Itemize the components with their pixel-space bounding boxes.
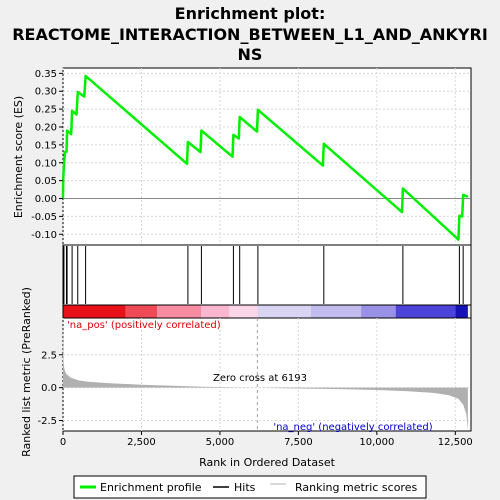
x-tick-label: 2,500 <box>127 437 156 448</box>
heatmap-band <box>63 305 126 318</box>
hits-panel <box>62 244 472 306</box>
es-tick-label: 0.15 <box>35 140 57 151</box>
es-tick-label: 0.10 <box>35 158 57 169</box>
chart-title-line1: Enrichment plot: <box>175 4 326 23</box>
heatmap-band <box>395 305 456 318</box>
x-axis-ticks: 0 2,500 5,000 7,500 10,000 12,500 <box>60 431 473 448</box>
legend: Enrichment profile Hits Ranking metric s… <box>73 475 427 499</box>
heatmap-band <box>125 305 158 318</box>
es-tick-label: -0.10 <box>31 230 57 241</box>
es-tick-label: 0.30 <box>35 87 57 98</box>
heatmap-band <box>229 305 258 318</box>
zero-cross-label: Zero cross at 6193 <box>213 373 307 384</box>
es-gridlines <box>62 68 471 245</box>
legend-box <box>73 475 427 499</box>
es-tick-label: -0.05 <box>31 212 57 223</box>
x-tick-label: 7,500 <box>284 437 313 448</box>
metric-y-axis-label: Ranked list metric (PreRanked) <box>20 287 33 457</box>
es-tick-label: 0.20 <box>35 123 57 134</box>
legend-label-enrichment-profile: Enrichment profile <box>100 481 202 494</box>
positive-correlation-label: 'na_pos' (positively correlated) <box>67 320 221 331</box>
es-tick-label: 0.05 <box>35 176 57 187</box>
hit-markers <box>63 246 464 304</box>
es-y-ticks: -0.10 -0.05 0.00 0.05 0.10 0.15 0.20 0.25 0.30 0.… <box>31 69 63 241</box>
metric-y-ticks: -2.5 0.0 2.5 <box>37 350 63 427</box>
x-tick-label: 12,500 <box>438 437 473 448</box>
legend-label-hits: Hits <box>234 481 256 494</box>
x-tick-label: 10,000 <box>359 437 394 448</box>
metric-tick-label: -2.5 <box>37 416 57 427</box>
heatmap-band <box>257 305 311 318</box>
heatmap-band <box>361 305 396 318</box>
ranking-heatmap-bar <box>63 305 468 318</box>
metric-tick-label: 2.5 <box>41 350 57 361</box>
enrichment-profile-line <box>61 74 469 241</box>
heatmap-band <box>157 305 202 318</box>
es-tick-label: 0.25 <box>35 105 57 116</box>
chart-title-line2: REACTOME_INTERACTION_BETWEEN_L1_AND_ANKY… <box>12 25 488 44</box>
es-y-axis-label: Enrichment score (ES) <box>12 96 25 218</box>
es-tick-label: 0.35 <box>35 69 57 80</box>
x-axis-label: Rank in Ordered Dataset <box>199 456 336 469</box>
legend-label-ranking-metric: Ranking metric scores <box>295 481 417 494</box>
es-tick-label: 0.00 <box>35 194 57 205</box>
negative-correlation-label: 'na_neg' (negatively correlated) <box>273 422 432 433</box>
metric-panel <box>62 317 472 432</box>
heatmap-band <box>310 305 362 318</box>
chart-title-line3: NS <box>238 45 263 64</box>
x-tick-label: 0 <box>60 437 66 448</box>
heatmap-band <box>455 305 468 318</box>
es-panel <box>62 67 472 246</box>
metric-tick-label: 0.0 <box>41 383 57 394</box>
heatmap-band <box>201 305 230 318</box>
x-tick-label: 5,000 <box>206 437 235 448</box>
